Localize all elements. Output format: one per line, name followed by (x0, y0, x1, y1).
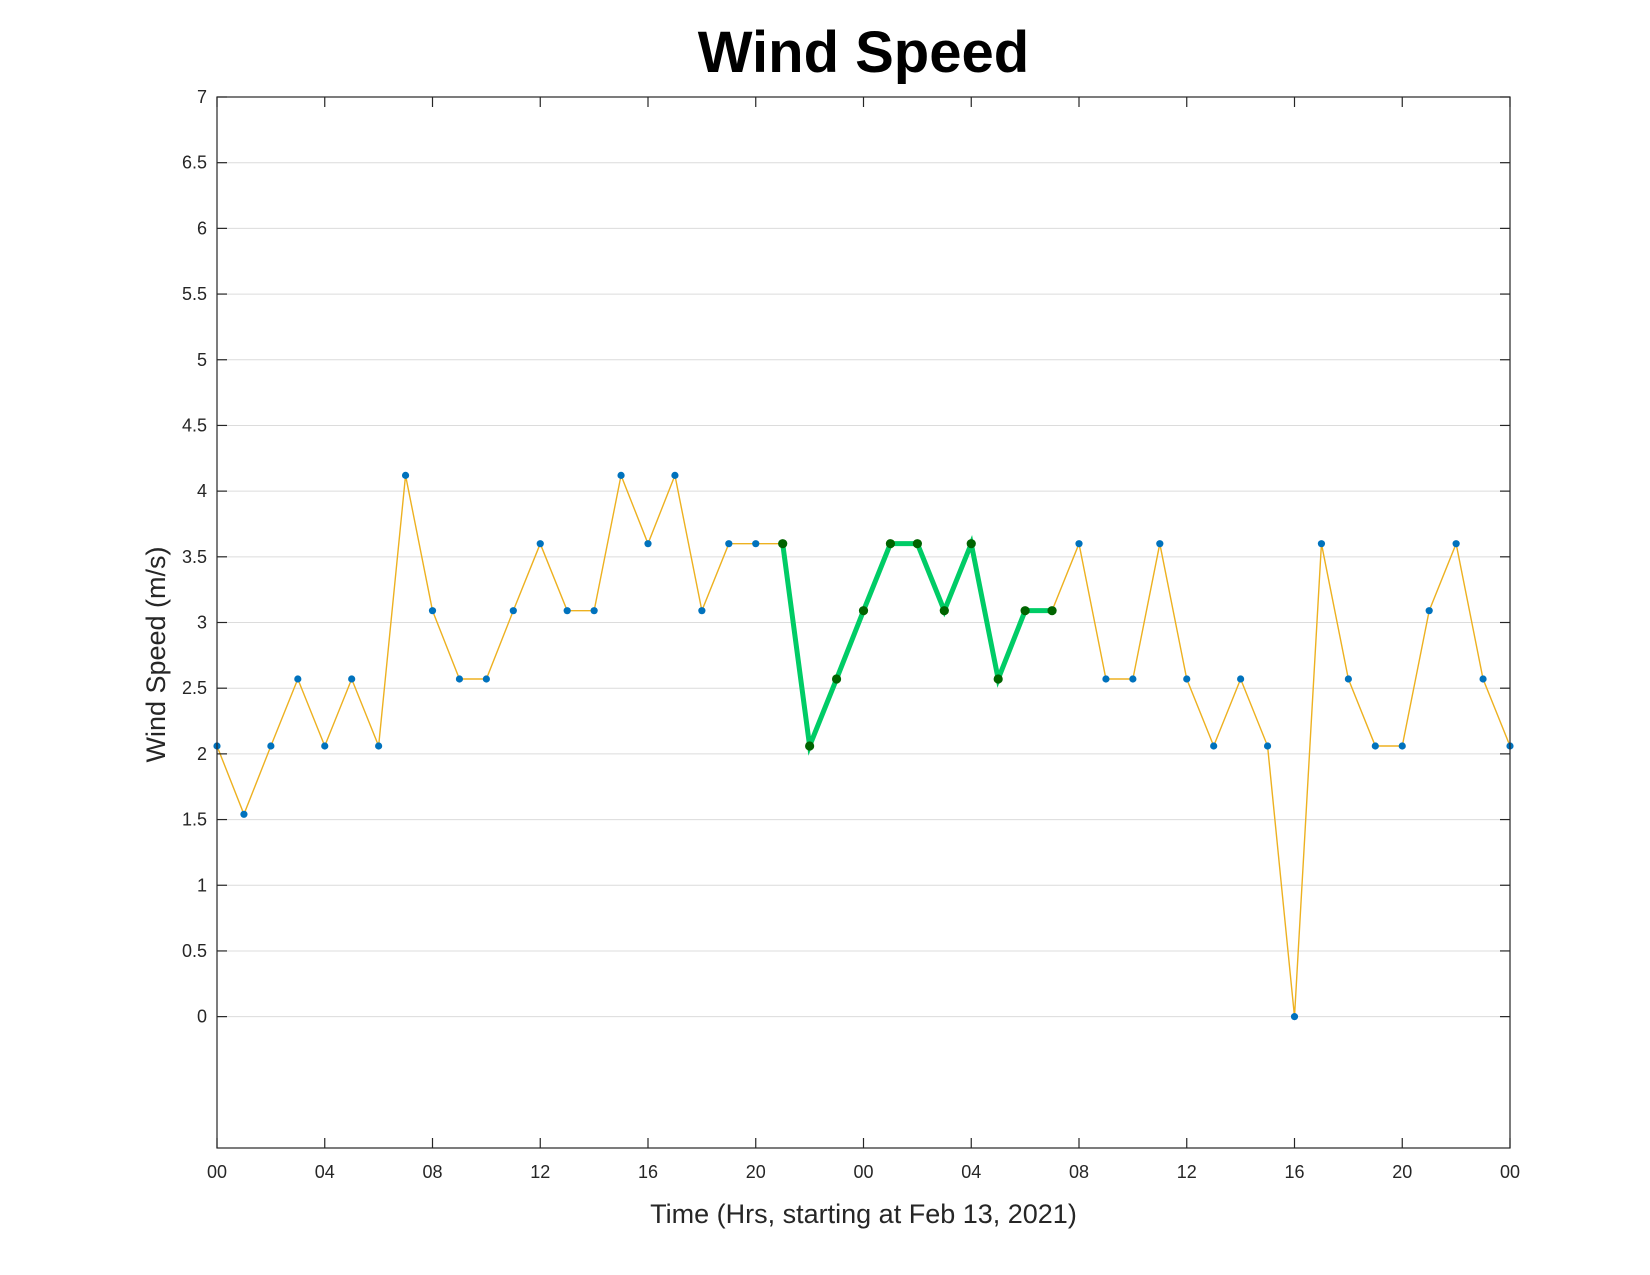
x-tick-label: 12 (1177, 1162, 1197, 1182)
data-point (401, 471, 410, 479)
data-point (375, 742, 383, 750)
highlight-data-point (885, 539, 896, 549)
data-point (348, 675, 356, 683)
grid-lines (217, 96, 1510, 1018)
y-tick-label: 2.5 (182, 678, 207, 698)
data-point (240, 810, 248, 818)
data-point (590, 607, 598, 615)
data-point (1344, 675, 1352, 683)
data-point (536, 540, 544, 548)
data-point (644, 540, 652, 548)
data-point (482, 675, 490, 683)
y-axis-label: Wind Speed (m/s) (141, 546, 171, 762)
highlight-data-point (993, 674, 1003, 684)
data-point (1237, 675, 1245, 683)
data-point (1183, 675, 1191, 683)
data-point (1263, 742, 1272, 750)
y-tick-label: 5.5 (182, 284, 207, 304)
highlight-data-point (805, 741, 815, 751)
data-point (1317, 540, 1326, 548)
data-point (752, 540, 760, 548)
highlight-data-point (778, 539, 788, 549)
data-point (617, 471, 625, 479)
data-point (671, 471, 679, 479)
y-tick-label: 1.5 (182, 810, 207, 830)
data-point (1210, 742, 1218, 750)
y-tick-label: 3 (197, 613, 207, 633)
x-tick-label: 00 (853, 1162, 873, 1182)
data-point (294, 675, 302, 683)
data-point (1075, 540, 1083, 548)
data-point (509, 607, 517, 615)
data-point (1290, 1013, 1299, 1021)
x-tick-label: 04 (961, 1162, 981, 1182)
x-tick-label: 20 (1392, 1162, 1412, 1182)
data-point (1102, 675, 1110, 683)
x-tick-label: 00 (207, 1162, 227, 1182)
y-tick-label: 7 (197, 87, 207, 107)
series-layer (213, 471, 1514, 1021)
x-tick-label: 16 (638, 1162, 658, 1182)
y-tick-label: 2 (197, 744, 207, 764)
y-tick-label: 4.5 (182, 415, 207, 435)
data-point (563, 607, 571, 615)
y-tick-label: 1 (197, 875, 207, 895)
highlight-data-point (912, 539, 922, 549)
data-point (1425, 607, 1433, 615)
x-axis-label: Time (Hrs, starting at Feb 13, 2021) (650, 1199, 1077, 1229)
highlight-data-point (858, 606, 869, 616)
y-tick-label: 6 (197, 218, 207, 238)
data-point (698, 607, 706, 615)
data-point (725, 540, 733, 548)
x-tick-label: 08 (422, 1162, 442, 1182)
y-tick-label: 3.5 (182, 547, 207, 567)
x-tick-label: 00 (1500, 1162, 1520, 1182)
x-tick-label: 08 (1069, 1162, 1089, 1182)
y-tick-label: 5 (197, 350, 207, 370)
data-point (267, 742, 275, 750)
data-point (1398, 742, 1406, 750)
data-point (1156, 540, 1164, 548)
data-point (1371, 742, 1379, 750)
highlight-data-point (1047, 606, 1057, 616)
data-point (321, 742, 329, 750)
data-point (455, 675, 464, 683)
tick-layer: 0 0.5 1 1.5 2 2.5 3 3.5 4 4.5 5 5.5 6 6.5 7 00 04 08 12 16 2… (182, 87, 1520, 1182)
x-tick-label: 12 (530, 1162, 550, 1182)
data-point (1452, 540, 1460, 548)
highlight-data-point (939, 606, 949, 616)
x-tick-label: 20 (746, 1162, 766, 1182)
data-point (1479, 675, 1487, 683)
x-tick-label: 16 (1284, 1162, 1304, 1182)
data-point (428, 607, 437, 615)
y-tick-label: 6.5 (182, 153, 207, 173)
y-tick-label: 0 (197, 1007, 207, 1027)
chart-title: Wind Speed (698, 20, 1029, 85)
data-point (1129, 675, 1137, 683)
y-tick-label: 0.5 (182, 941, 207, 961)
highlight-data-point (966, 539, 976, 549)
x-tick-label: 04 (315, 1162, 335, 1182)
highlight-data-point (1020, 606, 1030, 616)
highlight-data-point (831, 674, 842, 684)
y-tick-label: 4 (197, 481, 207, 501)
